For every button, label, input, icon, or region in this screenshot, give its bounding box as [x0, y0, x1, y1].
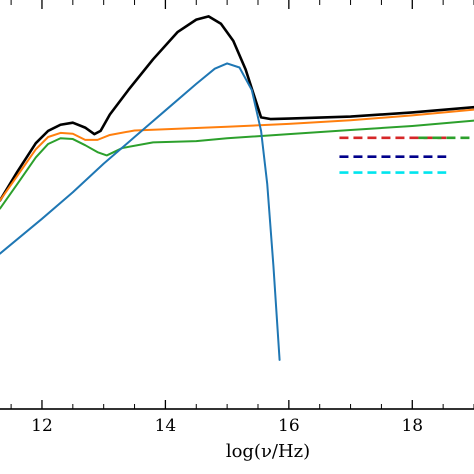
series-line-3: [0, 62, 281, 361]
series-line-0: [0, 15, 474, 202]
series-line-2: [0, 119, 474, 210]
x-tick-label: 12: [31, 416, 53, 436]
x-tick-label: 18: [401, 416, 423, 436]
x-axis-label: log(ν/Hz): [226, 441, 310, 462]
x-tick-label: 14: [155, 416, 177, 436]
series-line-1: [0, 108, 474, 202]
x-tick-label: 16: [278, 416, 300, 436]
plot-frame: [0, 408, 474, 410]
